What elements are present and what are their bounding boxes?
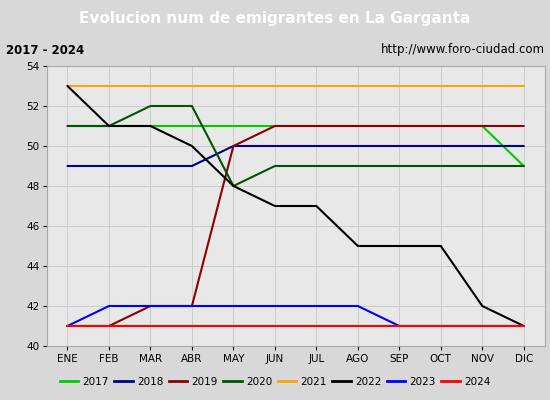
Legend: 2017, 2018, 2019, 2020, 2021, 2022, 2023, 2024: 2017, 2018, 2019, 2020, 2021, 2022, 2023… xyxy=(56,373,494,391)
Text: http://www.foro-ciudad.com: http://www.foro-ciudad.com xyxy=(381,44,544,56)
Text: 2017 - 2024: 2017 - 2024 xyxy=(6,44,84,56)
Text: Evolucion num de emigrantes en La Garganta: Evolucion num de emigrantes en La Gargan… xyxy=(79,12,471,26)
